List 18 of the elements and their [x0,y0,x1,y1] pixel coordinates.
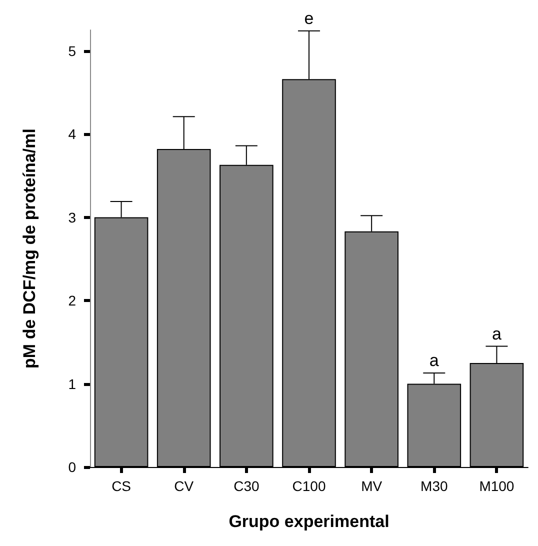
y-axis-title: pM de DCF/mg de proteína/ml [20,128,39,368]
annotation: a [429,350,440,370]
y-tick-label: 4 [68,126,76,142]
annotation: a [492,324,502,344]
x-axis-title: Grupo experimental [228,512,390,531]
x-tick-label: C100 [292,478,326,494]
x-tick-label: CV [174,478,194,494]
annotation: e [304,8,314,28]
y-tick-label: 1 [68,376,76,392]
y-tick-label: 5 [68,42,76,59]
y-tick-label: 0 [68,459,76,475]
x-tick-label: M100 [479,478,514,494]
x-tick-label: CS [112,478,132,494]
y-tick-label: 3 [68,209,76,226]
x-tick-label: MV [361,478,383,494]
x-tick-label: M30 [420,478,448,494]
y-tick-label: 2 [68,292,76,309]
x-tick-label: C30 [234,478,260,494]
